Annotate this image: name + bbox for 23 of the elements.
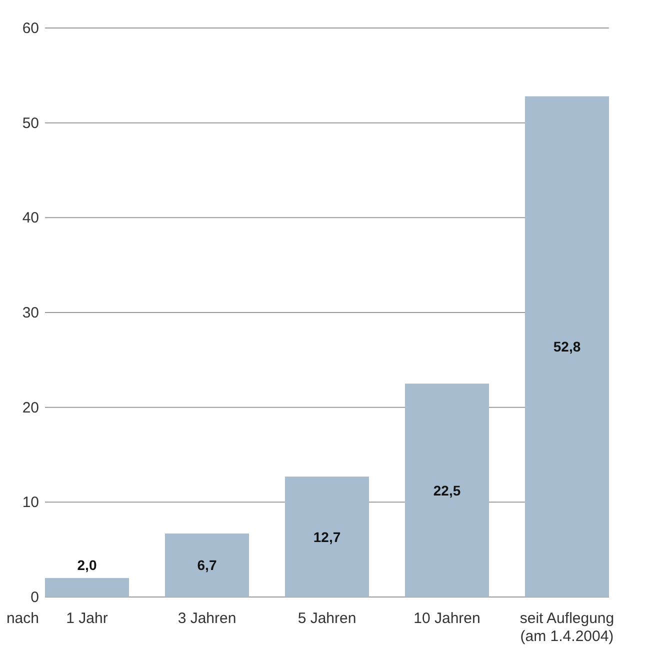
x-tick-label: seit Auflegung (am 1.4.2004) [520, 610, 614, 645]
data-label: 2,0 [77, 557, 97, 574]
bar [405, 384, 489, 597]
x-tick-label: 1 Jahr [66, 610, 108, 627]
x-axis-title: nach [6, 610, 39, 627]
y-tick-label: 10 [22, 494, 39, 512]
bar [525, 96, 609, 597]
data-label: 6,7 [197, 557, 217, 574]
y-tick-label: 40 [22, 210, 39, 227]
y-tick-label: 0 [30, 589, 39, 606]
bar [165, 533, 249, 597]
bar [285, 476, 369, 597]
data-label: 22,5 [433, 482, 461, 498]
x-tick-label: 10 Jahren [414, 610, 480, 627]
y-tick-label: 50 [22, 114, 39, 132]
x-tick-label: 3 Jahren [178, 610, 236, 627]
y-tick-label: 30 [22, 304, 39, 322]
y-tick-label: 20 [22, 399, 39, 416]
data-label: 12,7 [313, 528, 341, 545]
y-tick-label: 60 [22, 20, 39, 37]
x-tick-label: 5 Jahren [298, 610, 356, 627]
data-label: 52,8 [553, 338, 581, 355]
bar [45, 578, 129, 597]
